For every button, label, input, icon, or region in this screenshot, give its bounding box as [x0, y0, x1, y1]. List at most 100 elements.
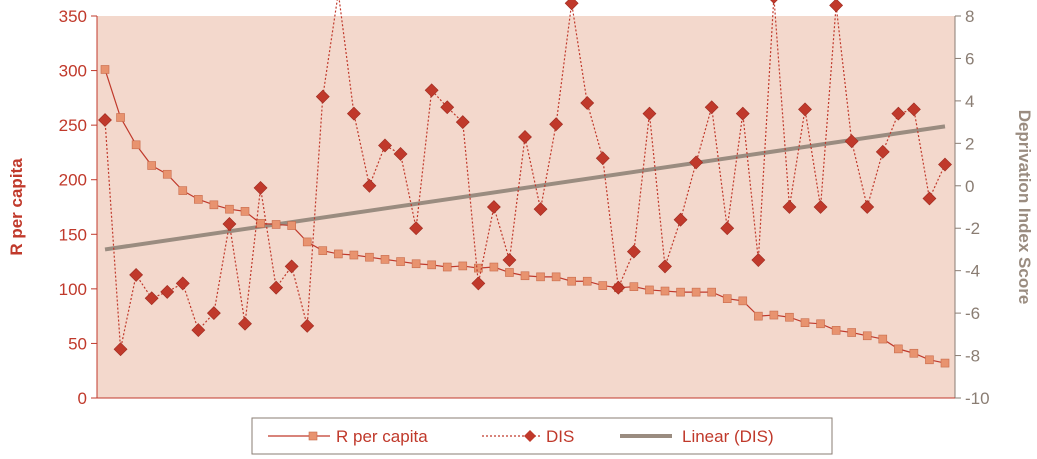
dis-series — [98, 0, 952, 357]
r-per-capita-point — [162, 169, 172, 179]
r-per-capita-point — [800, 318, 810, 327]
r-per-capita-point — [894, 344, 903, 354]
r-per-capita-point — [256, 219, 265, 228]
dis-point — [518, 130, 532, 144]
r-per-capita-point — [442, 262, 452, 272]
dis-point — [455, 115, 470, 130]
legend-swatch-marker-dis — [524, 430, 536, 442]
dis-point — [813, 200, 828, 214]
y-left-tick-label: 150 — [59, 225, 87, 244]
r-per-capita-point — [676, 287, 685, 297]
plot-area — [97, 16, 955, 398]
dis-point — [409, 221, 424, 236]
dis-point — [673, 212, 688, 227]
dis-point — [689, 155, 704, 170]
legend-label-dis: DIS — [546, 427, 574, 446]
y-left-tick-label: 200 — [59, 171, 87, 190]
dis-point — [844, 134, 859, 149]
legend-label-r-per-capita: R per capita — [336, 427, 428, 446]
y-right-tick-label: -6 — [965, 304, 980, 323]
dis-point — [502, 253, 517, 267]
r-per-capita-point — [816, 319, 825, 329]
y-left-tick-label: 300 — [59, 62, 87, 81]
dis-point — [611, 280, 626, 295]
y-right-tick-label: 6 — [965, 49, 974, 68]
y-right-tick-label: 4 — [965, 92, 974, 111]
dis-point — [284, 259, 299, 274]
legend-box — [251, 417, 833, 455]
r-per-capita-point — [582, 276, 592, 286]
r-per-capita-point — [598, 281, 608, 290]
dis-point — [782, 200, 797, 214]
r-per-capita-point — [318, 246, 328, 255]
r-per-capita-point — [536, 272, 545, 282]
dis-point — [642, 106, 657, 121]
dis-point — [770, 0, 778, 4]
y-right-tick-label: -2 — [965, 219, 980, 238]
r-per-capita-point — [738, 296, 748, 306]
trendline-linear-dis — [104, 124, 946, 252]
r-per-capita-point — [116, 113, 125, 122]
r-per-capita-point — [691, 287, 701, 297]
r-per-capita-point — [878, 334, 888, 344]
dis-point — [113, 342, 128, 357]
r-per-capita-point — [847, 328, 856, 337]
y-left-tick-label: 0 — [78, 389, 87, 408]
dis-point — [875, 144, 890, 159]
r-per-capita-point — [411, 259, 421, 269]
r-per-capita-point — [707, 287, 716, 297]
legend-item-dis: DIS — [482, 427, 574, 446]
r-per-capita-point — [396, 257, 405, 266]
r-per-capita-point — [520, 271, 530, 281]
axes: 0 50 100 150 200 250 300 350 -10 -8 -6 -4 -2 0 2 4 6 8 — [59, 7, 990, 408]
legend-label-linear-dis: Linear (DIS) — [682, 427, 774, 446]
r-per-capita-point — [380, 255, 390, 264]
r-per-capita-point — [474, 263, 483, 273]
legend-swatch-marker-r-per-capita — [308, 431, 318, 441]
r-per-capita-point — [629, 282, 639, 291]
dis-point — [486, 200, 501, 214]
dis-point — [471, 276, 486, 291]
r-per-capita-point — [940, 358, 950, 368]
dis-point — [129, 267, 144, 282]
r-per-capita-point — [458, 261, 468, 271]
dis-point — [798, 102, 812, 117]
dis-point — [658, 259, 672, 274]
legend: R per capita DIS Linear (DIS) — [251, 417, 833, 455]
r-per-capita-point — [334, 249, 343, 259]
y-right-tick-label: 0 — [965, 177, 974, 196]
dis-point — [191, 323, 206, 338]
dis-point — [720, 221, 735, 236]
dis-point — [735, 106, 750, 121]
y-left-tick-label: 250 — [59, 116, 87, 135]
trendline-layer — [104, 124, 946, 252]
dis-point — [751, 253, 766, 267]
r-per-capita-point — [925, 355, 934, 365]
dis-point — [362, 178, 377, 193]
legend-item-linear-dis: Linear (DIS) — [620, 427, 774, 446]
dis-point — [564, 0, 579, 11]
y-left-tick-label: 350 — [59, 7, 87, 26]
r-per-capita-point — [785, 312, 794, 322]
r-per-capita-point — [147, 161, 156, 170]
r-per-capita-point — [302, 237, 312, 247]
dis-point — [938, 157, 952, 172]
r-per-capita-point — [754, 311, 763, 321]
y-right-tick-label: 8 — [965, 7, 974, 26]
legend-item-r-per-capita: R per capita — [268, 427, 428, 446]
dis-point — [906, 102, 921, 117]
r-per-capita-point — [194, 195, 203, 204]
dis-point — [440, 100, 455, 115]
dis-point — [222, 217, 237, 231]
r-per-capita-point — [862, 331, 872, 341]
dis-point — [269, 280, 284, 295]
dis-point — [829, 0, 844, 13]
r-per-capita-point — [505, 268, 514, 277]
r-per-capita-point — [489, 262, 499, 272]
dis-point — [160, 284, 175, 299]
y-right-tick-label: 2 — [965, 134, 974, 153]
y-right-tick-label: -10 — [965, 389, 990, 408]
dis-point — [424, 83, 439, 98]
dis-point — [144, 291, 159, 306]
